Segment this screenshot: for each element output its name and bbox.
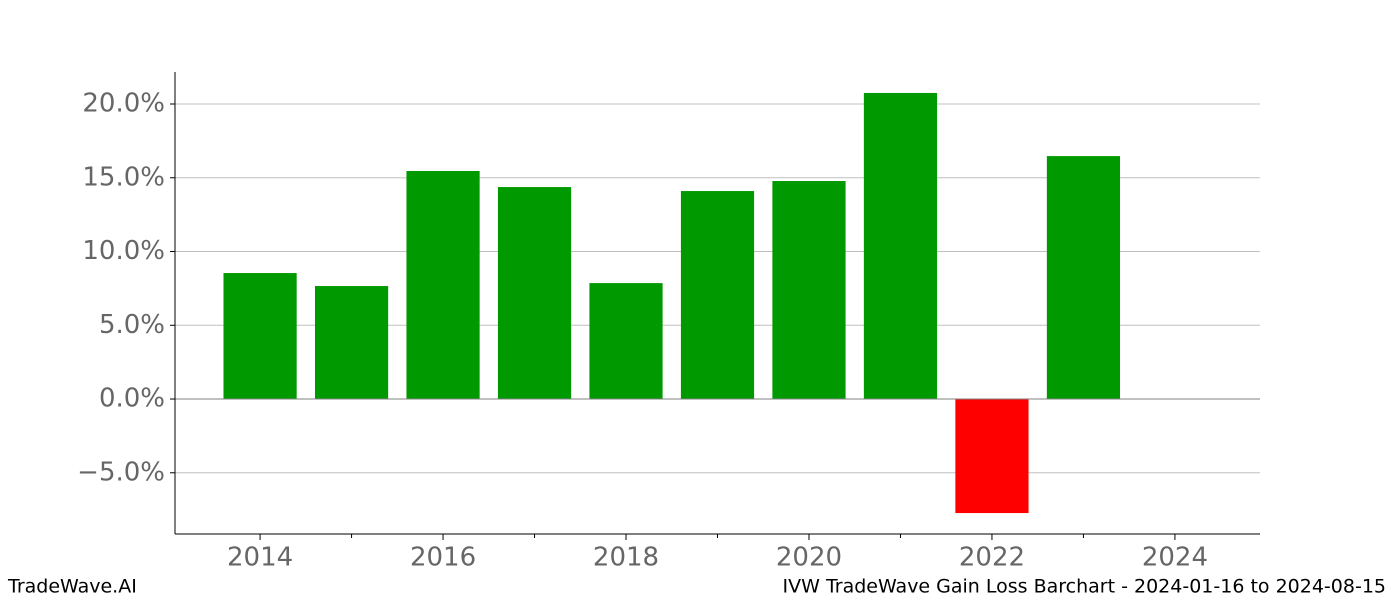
bar — [406, 170, 480, 400]
brand: TradeWave.AI — [7, 576, 137, 598]
bar — [589, 283, 663, 400]
x-tick-label: 2014 — [227, 543, 293, 573]
y-tick-label: 15.0% — [82, 162, 165, 192]
y-tick-label: 0.0% — [99, 384, 165, 414]
x-tick-label: 2024 — [1142, 543, 1208, 573]
chart-title: IVW TradeWave Gain Loss Barchart - 2024-… — [783, 576, 1386, 598]
x-tick-label: 2020 — [776, 543, 842, 573]
x-tick-label: 2018 — [593, 543, 659, 573]
y-tick-label: −5.0% — [77, 457, 165, 487]
y-tick-label: 20.0% — [82, 89, 165, 119]
y-tick-label: 10.0% — [82, 236, 165, 266]
x-tick-label: 2022 — [959, 543, 1025, 573]
bar — [680, 191, 755, 400]
bar — [863, 92, 938, 400]
bar — [772, 181, 846, 400]
bar — [1046, 156, 1121, 400]
bar — [497, 187, 572, 400]
y-tick-label: 5.0% — [99, 310, 165, 340]
bar — [223, 273, 297, 400]
bar — [955, 399, 1029, 514]
bar — [314, 286, 389, 400]
x-tick-label: 2016 — [410, 543, 476, 573]
